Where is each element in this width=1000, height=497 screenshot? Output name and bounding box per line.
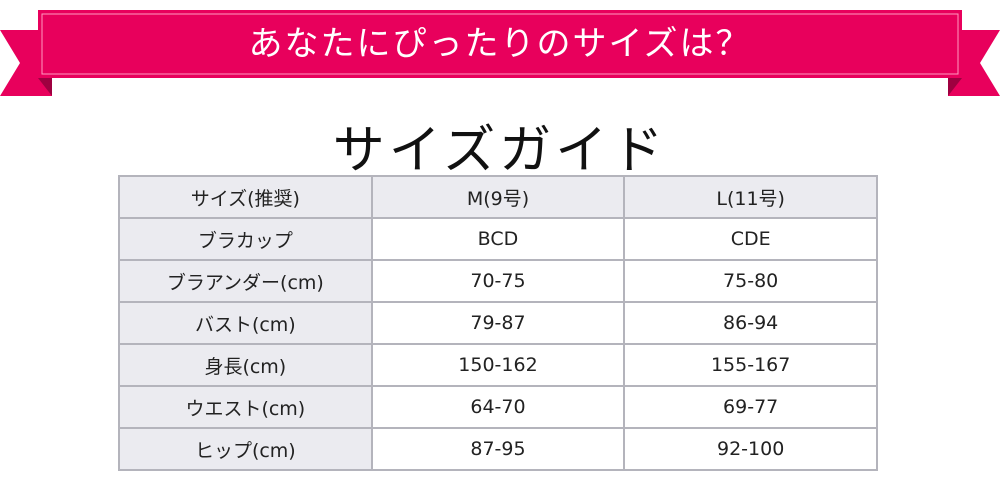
row-label: ウエスト(cm)	[118, 385, 373, 429]
row-label: ブラアンダー(cm)	[118, 259, 373, 303]
ribbon-fold-left	[38, 78, 52, 96]
table-cell: 75-80	[623, 259, 878, 303]
table-cell: BCD	[370, 217, 626, 261]
ribbon-fold-right	[948, 78, 962, 96]
table-row: 身長(cm) 150-162 155-167	[118, 343, 878, 387]
table-cell: 70-75	[370, 259, 626, 303]
header-row: サイズ(推奨) M(9号) L(11号)	[118, 175, 878, 219]
table-cell: 69-77	[623, 385, 878, 429]
ribbon-inner-line	[41, 13, 959, 75]
table-cell: L(11号)	[623, 175, 878, 219]
row-label: ヒップ(cm)	[118, 427, 373, 471]
table-cell: 155-167	[623, 343, 878, 387]
table-cell: 92-100	[623, 427, 878, 471]
ribbon	[0, 10, 1000, 96]
table-row: バスト(cm) 79-87 86-94	[118, 301, 878, 345]
ribbon-body	[38, 10, 962, 78]
row-label: バスト(cm)	[118, 301, 373, 345]
table-row: ブラアンダー(cm) 70-75 75-80	[118, 259, 878, 303]
table-cell: 86-94	[623, 301, 878, 345]
row-label: 身長(cm)	[118, 343, 373, 387]
table-cell: 87-95	[370, 427, 626, 471]
heading: サイズガイド	[332, 121, 668, 181]
table-cell: CDE	[623, 217, 878, 261]
row-label: サイズ(推奨)	[118, 175, 373, 219]
table-cell: M(9号)	[370, 175, 626, 219]
table-cell: 150-162	[370, 343, 626, 387]
banner-title: あなたにぴったりのサイズは？	[248, 24, 752, 64]
table-row: ブラカップ BCD CDE	[118, 217, 878, 261]
size-table: サイズ(推奨) M(9号) L(11号) ブラカップ BCD CDE ブラアンダー(cm) 7…	[118, 175, 878, 471]
table-cell: 64-70	[370, 385, 626, 429]
table-cell: 79-87	[370, 301, 626, 345]
table-row: ウエスト(cm) 64-70 69-77	[118, 385, 878, 429]
row-label: ブラカップ	[118, 217, 373, 261]
table-row: ヒップ(cm) 87-95 92-100	[118, 427, 878, 471]
